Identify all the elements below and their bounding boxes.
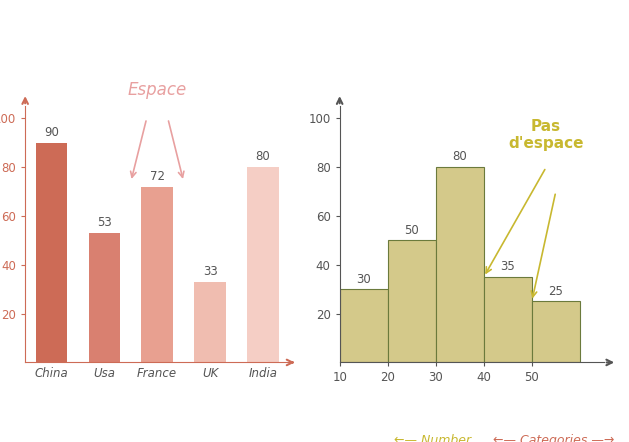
Bar	[387, 240, 436, 362]
Text: 90: 90	[44, 126, 59, 139]
Text: 30: 30	[356, 273, 371, 286]
Text: 53: 53	[97, 217, 112, 229]
Text: 80: 80	[255, 150, 270, 164]
Bar	[247, 167, 279, 362]
Bar	[89, 233, 120, 362]
Text: 80: 80	[452, 150, 467, 164]
Bar	[194, 282, 226, 362]
Text: ←— Categories —→: ←— Categories —→	[493, 434, 614, 442]
Text: Espace: Espace	[128, 81, 187, 99]
Text: 25: 25	[548, 285, 563, 298]
Bar	[532, 301, 580, 362]
Bar	[142, 187, 173, 362]
Text: ←— Number
Ranges —→: ←— Number Ranges —→	[394, 434, 470, 442]
Text: 33: 33	[203, 265, 218, 278]
Bar	[340, 289, 387, 362]
Text: 35: 35	[501, 260, 515, 273]
Bar	[484, 277, 532, 362]
Text: 72: 72	[150, 170, 165, 183]
Text: 50: 50	[404, 224, 419, 237]
Bar	[436, 167, 484, 362]
Bar	[36, 143, 67, 362]
Text: Pas
d'espace: Pas d'espace	[508, 119, 584, 151]
